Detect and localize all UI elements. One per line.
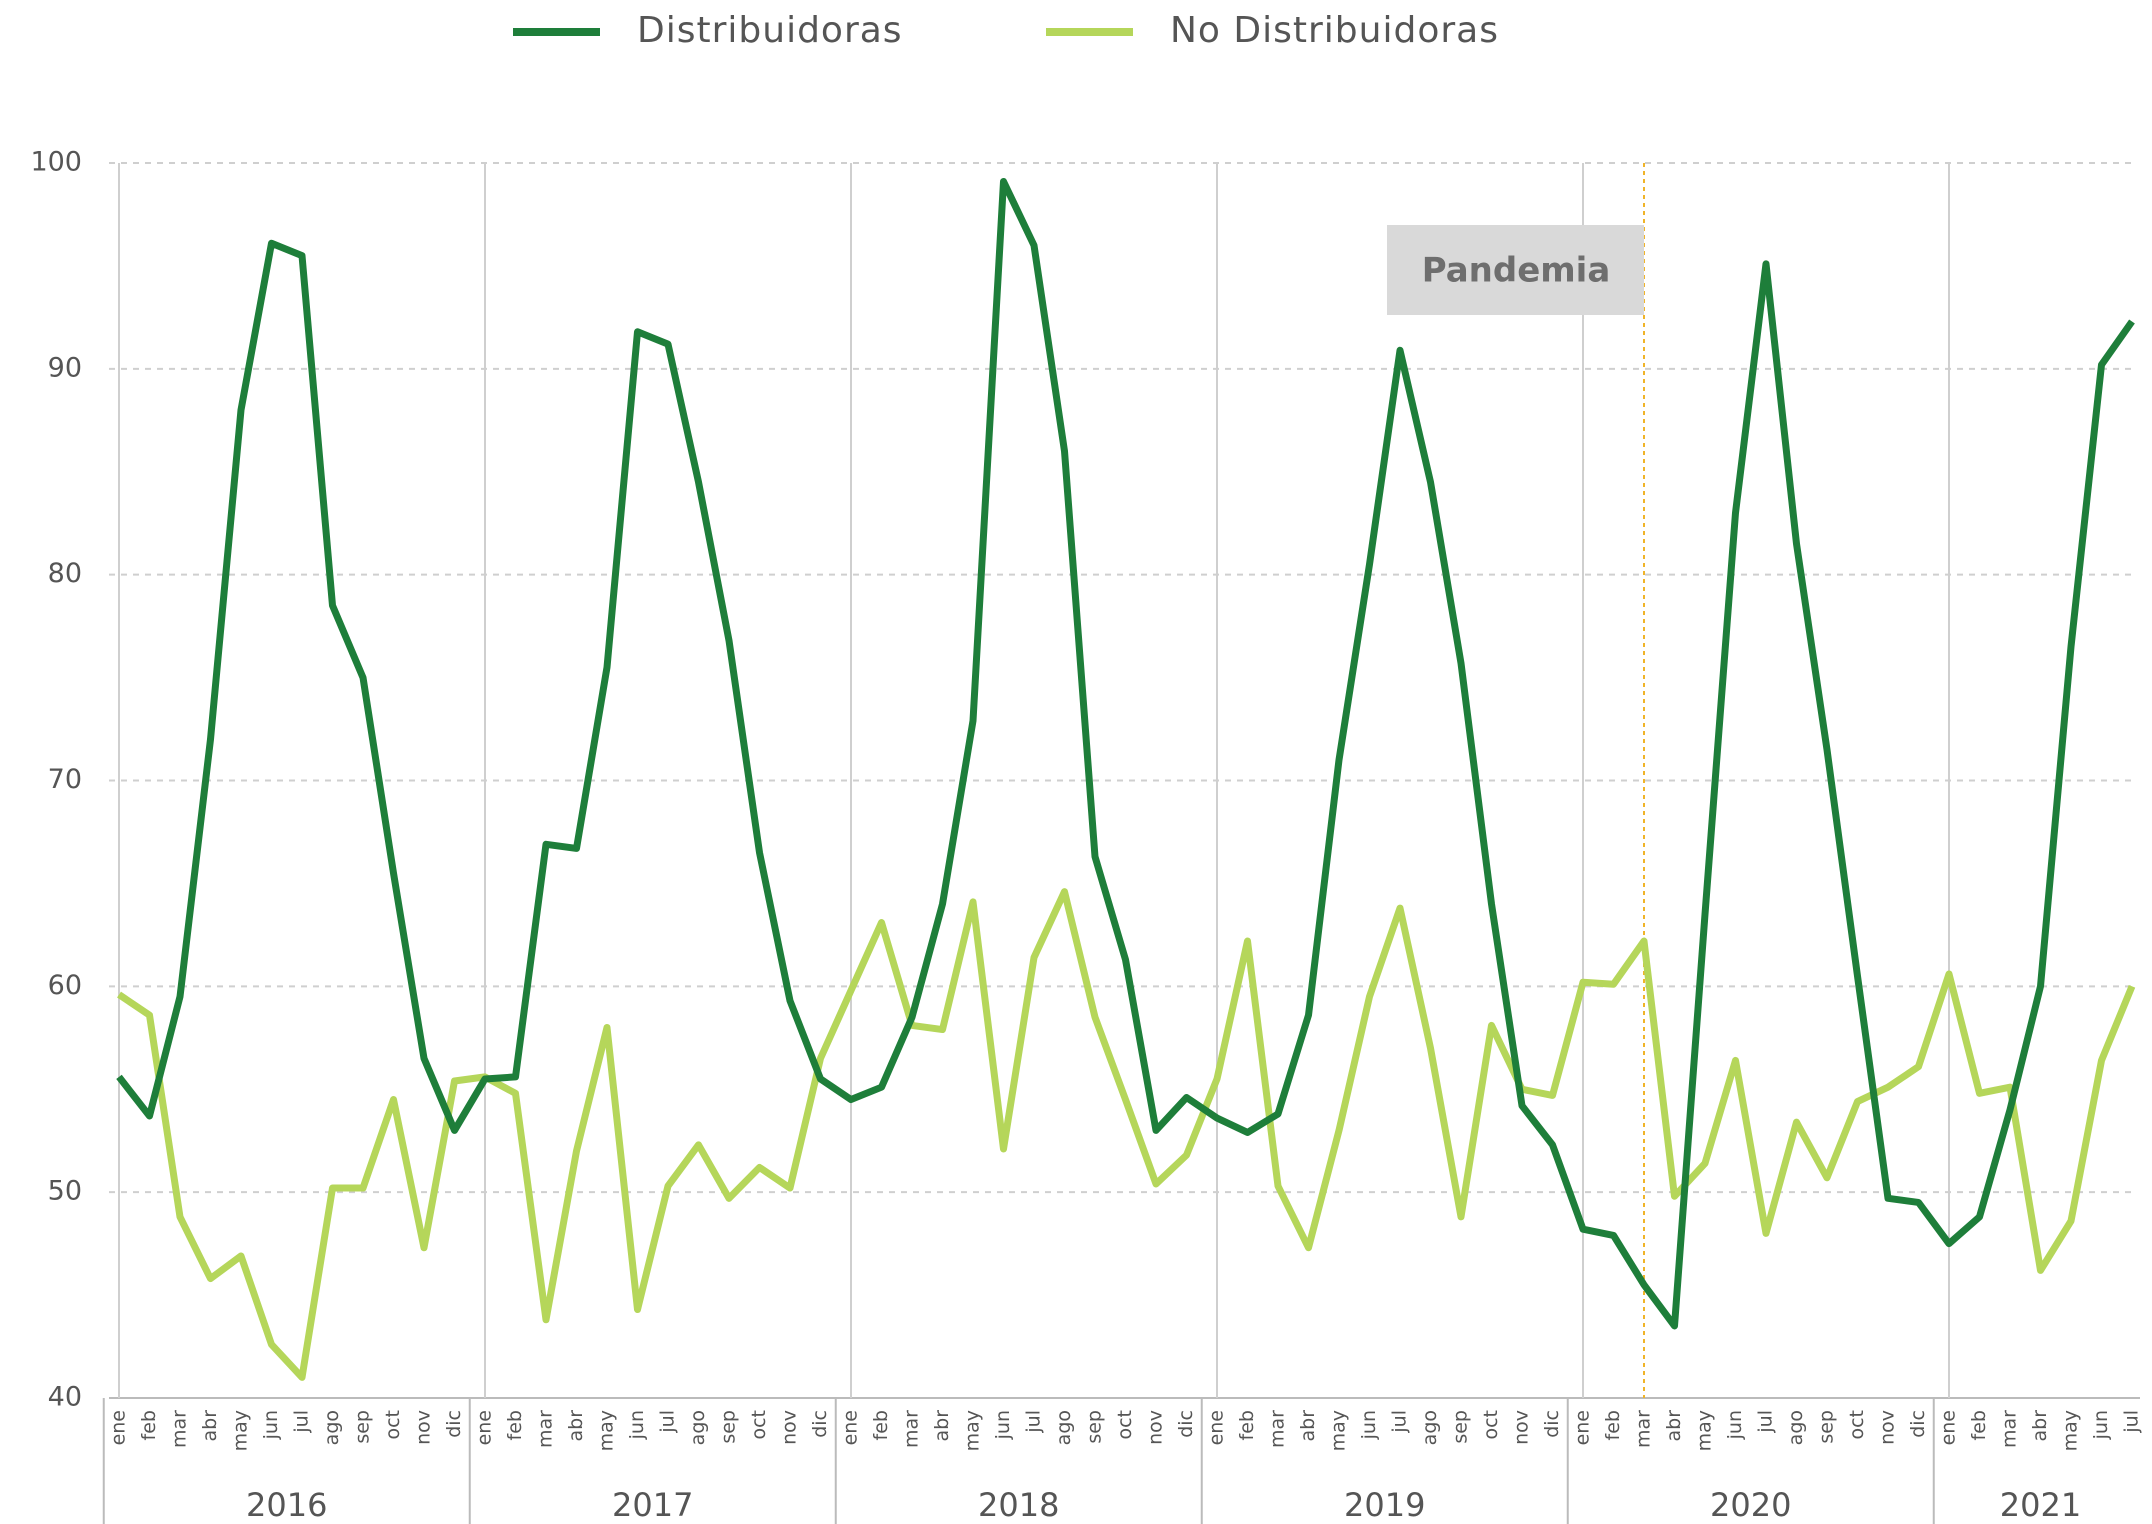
series-line — [117, 888, 2136, 1381]
x-tick-label: jul — [657, 1410, 679, 1434]
year-label: 2020 — [1710, 1486, 1791, 1524]
x-tick-label: oct — [382, 1410, 404, 1440]
year-label: 2019 — [1344, 1486, 1425, 1524]
x-tick-label: oct — [1114, 1410, 1136, 1440]
x-tick-label: sep — [352, 1410, 374, 1444]
x-tick-label: nov — [1877, 1410, 1899, 1445]
x-tick-label: jul — [1023, 1410, 1045, 1434]
x-tick-label: jun — [626, 1410, 648, 1440]
x-tick-label: feb — [504, 1410, 526, 1440]
x-tick-label: jul — [2121, 1410, 2143, 1434]
x-tick-label: oct — [1846, 1410, 1868, 1440]
x-tick-label: dic — [443, 1410, 465, 1438]
series-line — [116, 178, 2135, 1330]
y-tick-label: 50 — [48, 1176, 82, 1207]
x-tick-label: sep — [1450, 1410, 1472, 1444]
x-tick-label: mar — [901, 1410, 923, 1448]
x-tick-label: may — [596, 1410, 618, 1451]
x-tick-label: mar — [1999, 1410, 2021, 1448]
y-tick-label: 80 — [48, 558, 82, 589]
x-tick-label: jun — [260, 1410, 282, 1440]
year-label: 2017 — [612, 1486, 693, 1524]
x-tick-label: abr — [565, 1410, 587, 1442]
x-tick-label: may — [230, 1410, 252, 1451]
x-tick-label: dic — [1907, 1410, 1929, 1438]
annotation-box — [1387, 225, 1644, 315]
x-tick-label: feb — [1968, 1410, 1990, 1440]
year-label: 2021 — [2000, 1486, 2081, 1524]
x-tick-label: ago — [687, 1410, 709, 1445]
x-tick-label: abr — [931, 1410, 953, 1442]
x-tick-label: oct — [748, 1410, 770, 1440]
x-tick-label: abr — [1297, 1410, 1319, 1442]
x-tick-label: mar — [169, 1410, 191, 1448]
x-tick-label: jun — [2090, 1410, 2112, 1440]
x-tick-label: mar — [535, 1410, 557, 1448]
x-tick-label: ene — [840, 1410, 862, 1445]
x-tick-label: nov — [779, 1410, 801, 1445]
legend-label: Distribuidoras — [637, 10, 903, 51]
x-tick-label: ene — [1206, 1410, 1228, 1445]
x-tick-label: ene — [1938, 1410, 1960, 1445]
x-tick-label: dic — [1541, 1410, 1563, 1438]
y-tick-label: 90 — [48, 352, 82, 383]
x-tick-label: jul — [1389, 1410, 1411, 1434]
x-tick-label: ago — [1785, 1410, 1807, 1445]
x-tick-label: ene — [1572, 1410, 1594, 1445]
legend-label: No Distribuidoras — [1170, 10, 1499, 51]
x-tick-label: abr — [2029, 1410, 2051, 1442]
x-tick-label: ene — [474, 1410, 496, 1445]
x-tick-label: may — [1694, 1410, 1716, 1451]
x-tick-label: ago — [1053, 1410, 1075, 1445]
x-tick-label: feb — [870, 1410, 892, 1440]
x-tick-label: dic — [1175, 1410, 1197, 1438]
x-tick-label: mar — [1267, 1410, 1289, 1448]
x-tick-label: sep — [1084, 1410, 1106, 1444]
y-tick-label: 100 — [30, 147, 82, 178]
x-tick-label: ago — [321, 1410, 343, 1445]
x-tick-label: ago — [1419, 1410, 1441, 1445]
x-tick-label: feb — [1602, 1410, 1624, 1440]
x-tick-label: dic — [809, 1410, 831, 1438]
x-tick-label: feb — [1236, 1410, 1258, 1440]
x-tick-label: may — [962, 1410, 984, 1451]
x-tick-label: sep — [1816, 1410, 1838, 1444]
x-tick-label: nov — [413, 1410, 435, 1445]
x-tick-label: mar — [1633, 1410, 1655, 1448]
x-tick-label: abr — [1663, 1410, 1685, 1442]
x-tick-label: ene — [108, 1410, 130, 1445]
y-tick-label: 40 — [48, 1382, 82, 1413]
year-label: 2016 — [246, 1486, 327, 1524]
x-tick-label: jun — [1358, 1410, 1380, 1440]
annotation: Pandemia — [1422, 251, 1611, 291]
x-tick-label: jun — [1724, 1410, 1746, 1440]
x-tick-label: jul — [1755, 1410, 1777, 1434]
x-tick-label: nov — [1511, 1410, 1533, 1445]
x-tick-label: may — [1328, 1410, 1350, 1451]
year-label: 2018 — [978, 1486, 1059, 1524]
x-tick-label: jun — [992, 1410, 1014, 1440]
y-tick-label: 70 — [48, 764, 82, 795]
x-tick-label: sep — [718, 1410, 740, 1444]
x-tick-label: abr — [199, 1410, 221, 1442]
x-tick-label: may — [2060, 1410, 2082, 1451]
x-tick-label: nov — [1145, 1410, 1167, 1445]
y-tick-label: 60 — [48, 970, 82, 1001]
x-tick-label: oct — [1480, 1410, 1502, 1440]
x-tick-label: feb — [138, 1410, 160, 1440]
x-tick-label: jul — [291, 1410, 313, 1434]
